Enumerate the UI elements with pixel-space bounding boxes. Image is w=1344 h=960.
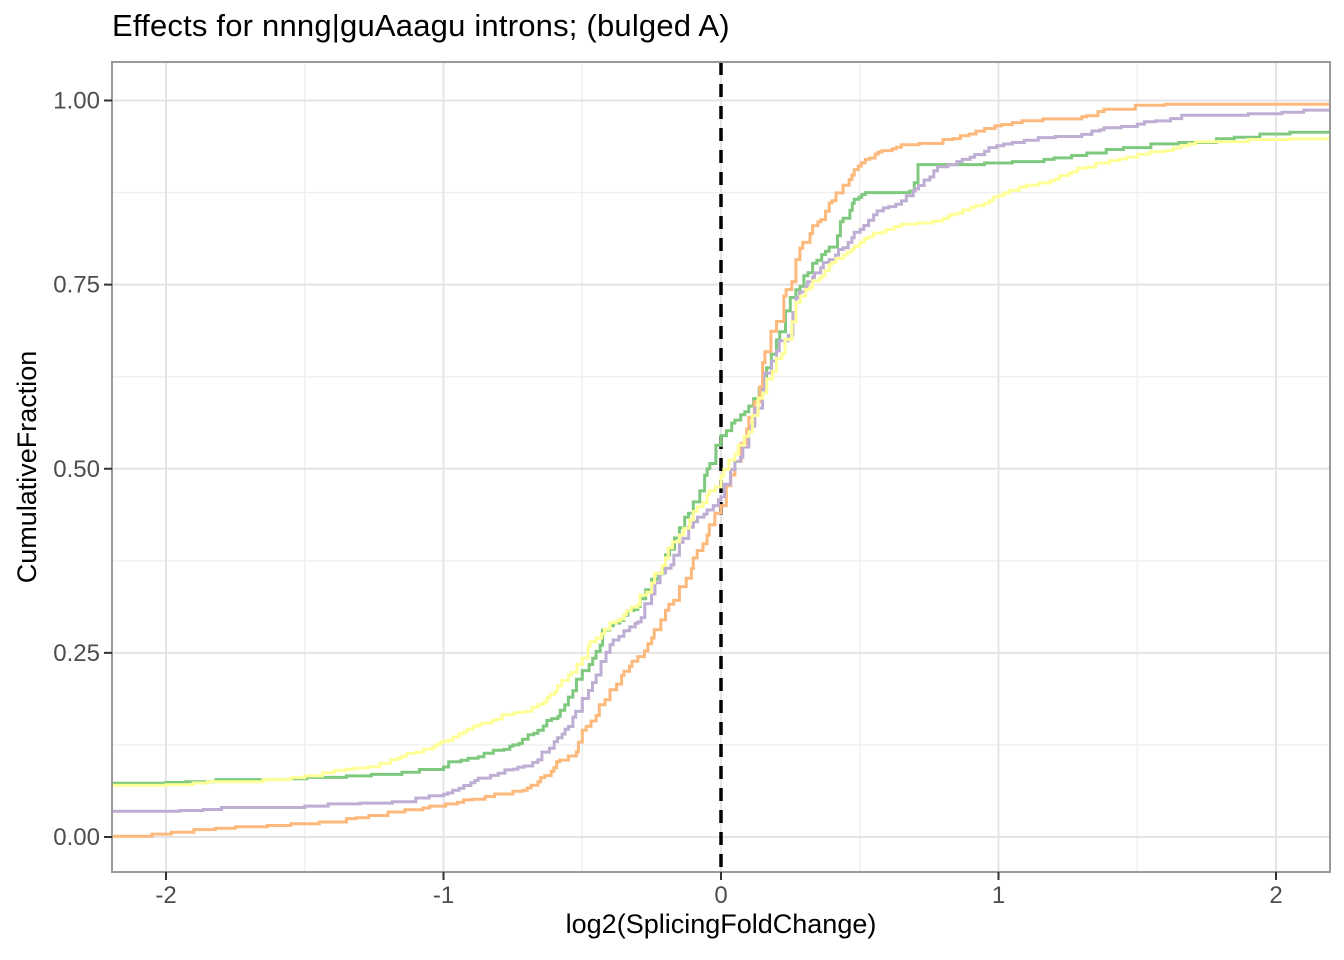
y-tick-label: 0.75 xyxy=(53,272,100,299)
x-tick-label: -2 xyxy=(155,882,176,909)
ecdf-curve-orange xyxy=(112,102,1330,838)
y-tick-label: 1.00 xyxy=(53,88,100,115)
chart-title: Effects for nnng|guAaagu introns; (bulge… xyxy=(112,8,730,43)
ecdf-curve-purple xyxy=(112,108,1330,813)
y-tick-label: 0.25 xyxy=(53,640,100,667)
x-tick-label: 0 xyxy=(714,882,727,909)
x-tick-label: 2 xyxy=(1269,882,1282,909)
ecdf-curve-yellow xyxy=(112,136,1330,787)
x-axis-title: log2(SplicingFoldChange) xyxy=(565,909,877,939)
y-tick-label: 0.50 xyxy=(53,456,100,483)
x-tick-label: -1 xyxy=(433,882,454,909)
x-tick-label: 1 xyxy=(992,882,1005,909)
y-tick-label: 0.00 xyxy=(53,824,100,851)
